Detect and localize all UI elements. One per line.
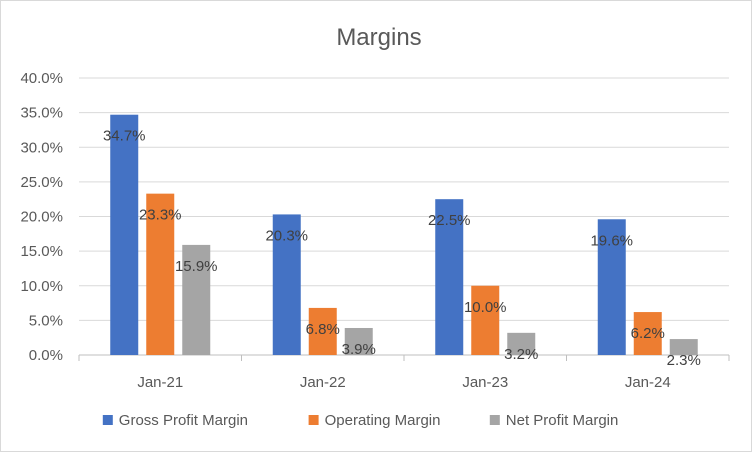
data-label: 2.3% — [667, 352, 701, 369]
bar-net-profit-margin-jan-22 — [344, 327, 373, 355]
data-label: 6.8% — [306, 321, 340, 338]
y-tick-label: 10.0% — [20, 278, 63, 295]
x-category-label: Jan-24 — [625, 374, 671, 391]
y-tick-label: 5.0% — [29, 312, 63, 329]
bar-operating-margin-jan-21 — [146, 193, 175, 355]
legend-swatch — [308, 415, 319, 425]
data-label: 3.9% — [342, 341, 376, 358]
x-category-label: Jan-21 — [137, 374, 183, 391]
y-tick-label: 30.0% — [20, 139, 63, 156]
bars — [110, 114, 698, 355]
data-label: 34.7% — [103, 128, 146, 145]
data-label: 6.2% — [631, 325, 665, 342]
y-tick-label: 15.0% — [20, 243, 63, 260]
legend-swatch — [102, 415, 113, 425]
bar-gross-profit-margin-jan-24 — [597, 219, 626, 355]
data-label: 15.9% — [175, 258, 218, 275]
bar-gross-profit-margin-jan-21 — [110, 114, 139, 355]
data-label: 19.6% — [590, 232, 633, 249]
y-tick-label: 25.0% — [20, 174, 63, 191]
bar-gross-profit-margin-jan-23 — [435, 199, 464, 355]
bar-operating-margin-jan-24 — [633, 312, 662, 355]
bar-net-profit-margin-jan-21 — [182, 244, 211, 355]
x-axis-categories: Jan-21 Jan-22 Jan-23 Jan-24 — [137, 374, 670, 391]
data-label: 23.3% — [139, 207, 182, 224]
data-label: 3.2% — [504, 346, 538, 363]
legend-label: Gross Profit Margin — [119, 412, 248, 429]
data-labels: 34.7% 23.3% 15.9% 20.3% 6.8%3.9% 22.5% 10.0% 3.… — [103, 128, 701, 369]
data-label: 20.3% — [265, 227, 308, 244]
data-label: 22.5% — [428, 212, 471, 229]
legend-label: Net Profit Margin — [506, 412, 619, 429]
bar-gross-profit-margin-jan-22 — [272, 214, 301, 355]
chart-title: Margins — [336, 24, 421, 51]
bar-net-profit-margin-jan-24 — [669, 339, 698, 355]
bar-net-profit-margin-jan-23 — [507, 332, 536, 355]
y-tick-label: 0.0% — [29, 347, 63, 364]
legend: Gross Profit Margin Operating Margin Net P… — [102, 412, 619, 429]
x-category-label: Jan-22 — [300, 374, 346, 391]
y-tick-label: 20.0% — [20, 209, 63, 226]
legend-swatch — [489, 415, 500, 425]
data-label: 10.0% — [464, 299, 507, 316]
y-tick-label: 35.0% — [20, 105, 63, 122]
x-category-label: Jan-23 — [462, 374, 508, 391]
y-tick-label: 40.0% — [20, 70, 63, 87]
bar-operating-margin-jan-23 — [471, 285, 500, 355]
y-axis-ticks: 0.0% 5.0% 10.0% 15.0% 20.0% 25.0% 30.0% 35.0% 40… — [20, 70, 63, 364]
legend-label: Operating Margin — [325, 412, 441, 429]
bar-operating-margin-jan-22 — [308, 307, 337, 355]
